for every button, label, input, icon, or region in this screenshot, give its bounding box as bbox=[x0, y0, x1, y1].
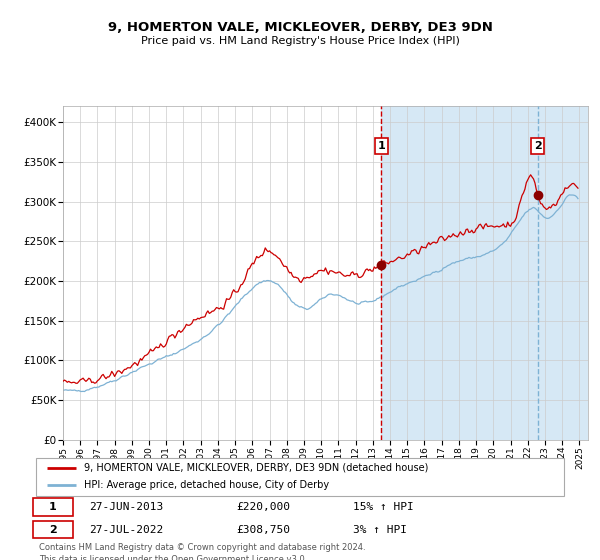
FancyBboxPatch shape bbox=[34, 498, 73, 516]
Text: £220,000: £220,000 bbox=[236, 502, 290, 512]
Text: 1: 1 bbox=[49, 502, 57, 512]
Text: 9, HOMERTON VALE, MICKLEOVER, DERBY, DE3 9DN: 9, HOMERTON VALE, MICKLEOVER, DERBY, DE3… bbox=[107, 21, 493, 34]
Text: HPI: Average price, detached house, City of Derby: HPI: Average price, detached house, City… bbox=[83, 480, 329, 491]
Text: 9, HOMERTON VALE, MICKLEOVER, DERBY, DE3 9DN (detached house): 9, HOMERTON VALE, MICKLEOVER, DERBY, DE3… bbox=[83, 463, 428, 473]
Text: 1: 1 bbox=[377, 141, 385, 151]
Bar bbox=[381, 106, 588, 440]
Text: 2: 2 bbox=[533, 141, 541, 151]
Text: 2: 2 bbox=[49, 525, 57, 535]
Text: Contains HM Land Registry data © Crown copyright and database right 2024.
This d: Contains HM Land Registry data © Crown c… bbox=[39, 543, 365, 560]
Text: 15% ↑ HPI: 15% ↑ HPI bbox=[353, 502, 413, 512]
Text: 27-JUL-2022: 27-JUL-2022 bbox=[89, 525, 163, 535]
FancyBboxPatch shape bbox=[34, 521, 73, 538]
Text: 27-JUN-2013: 27-JUN-2013 bbox=[89, 502, 163, 512]
FancyBboxPatch shape bbox=[36, 458, 564, 496]
Text: £308,750: £308,750 bbox=[236, 525, 290, 535]
Text: Price paid vs. HM Land Registry's House Price Index (HPI): Price paid vs. HM Land Registry's House … bbox=[140, 36, 460, 46]
Text: 3% ↑ HPI: 3% ↑ HPI bbox=[353, 525, 407, 535]
